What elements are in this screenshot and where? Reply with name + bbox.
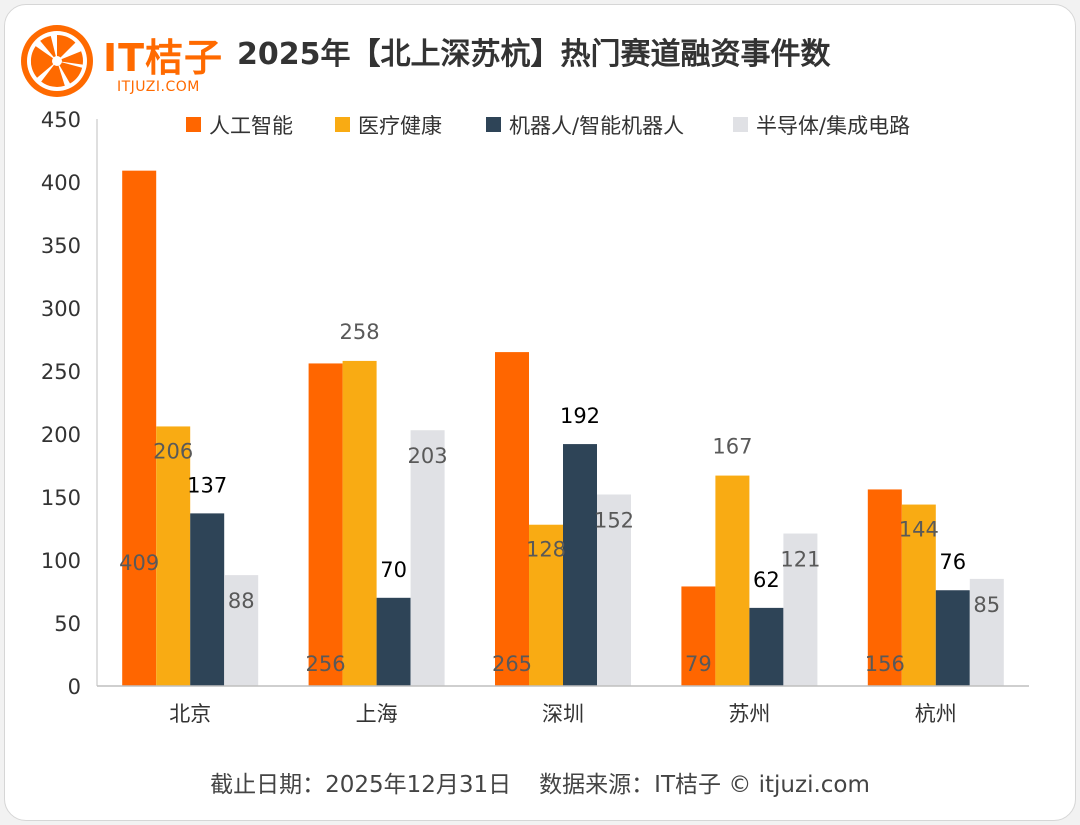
- bar: [935, 590, 970, 686]
- data-label: 167: [712, 435, 752, 459]
- y-axis: 0 50 100 150 200 250 300 350 400 450: [41, 108, 98, 699]
- bar: [529, 524, 563, 686]
- x-tick-label: 深圳: [542, 702, 584, 726]
- logo-name: IT桔子: [103, 36, 224, 80]
- itjuzi-logo: IT桔子 ITJUZI.COM: [19, 21, 249, 103]
- bar: [597, 494, 631, 686]
- bar: [715, 475, 750, 686]
- bar: [563, 444, 597, 686]
- bar: [410, 430, 445, 686]
- bar: [867, 489, 902, 686]
- data-label: 206: [153, 439, 193, 463]
- logo-url: ITJUZI.COM: [117, 79, 200, 95]
- bar: [122, 170, 157, 686]
- bars: 409 206 137 88 256 258 70 203 265 128 192 152 79 167 6…: [119, 170, 1004, 686]
- bar: [783, 533, 818, 686]
- bar: [749, 607, 784, 686]
- data-label: 137: [187, 473, 227, 497]
- x-tick-label: 北京: [169, 702, 211, 726]
- data-label: 192: [560, 404, 600, 428]
- data-label: 88: [228, 589, 255, 613]
- legend-label: 人工智能: [209, 114, 293, 138]
- legend: 人工智能 医疗健康 机器人/智能机器人 半导体/集成电路: [186, 114, 910, 138]
- bar: [342, 360, 377, 686]
- bar: [495, 352, 529, 686]
- x-tick-label: 上海: [356, 702, 398, 726]
- bar: [156, 426, 191, 686]
- y-tick-label: 100: [41, 549, 81, 573]
- bar: [224, 575, 259, 686]
- data-label: 152: [594, 508, 634, 532]
- x-axis: 北京 上海 深圳 苏州 杭州: [97, 685, 1029, 726]
- chart-title: 2025年【北上深苏杭】热门赛道融资事件数: [237, 37, 831, 72]
- y-tick-label: 150: [41, 486, 81, 510]
- orange-slice-icon: [21, 25, 93, 97]
- bar: [969, 578, 1004, 686]
- legend-label: 半导体/集成电路: [756, 114, 910, 138]
- legend-label: 医疗健康: [358, 114, 442, 138]
- data-label: 85: [973, 593, 1000, 617]
- data-label: 144: [899, 518, 939, 542]
- y-tick-label: 50: [54, 612, 81, 636]
- legend-swatch: [335, 117, 350, 132]
- data-label: 76: [939, 550, 966, 574]
- bar: [901, 504, 936, 686]
- data-label: 203: [408, 444, 448, 468]
- y-tick-label: 450: [41, 108, 81, 132]
- bar-chart: 人工智能 医疗健康 机器人/智能机器人 半导体/集成电路 0 50 100 150 200 25…: [41, 108, 1029, 726]
- legend-swatch: [486, 117, 501, 132]
- bar: [376, 597, 411, 686]
- data-label: 258: [340, 320, 380, 344]
- data-label: 265: [492, 652, 532, 676]
- y-tick-label: 200: [41, 423, 81, 447]
- data-label: 156: [865, 652, 905, 676]
- data-label: 256: [306, 652, 346, 676]
- y-tick-label: 350: [41, 234, 81, 258]
- bar: [190, 513, 225, 686]
- legend-label: 机器人/智能机器人: [509, 114, 684, 138]
- footer: 截止日期：2025年12月31日 数据来源：IT桔子 © itjuzi.com: [5, 765, 1075, 799]
- footer-date: 截止日期：2025年12月31日: [210, 772, 512, 798]
- data-label: 62: [753, 568, 780, 592]
- data-label: 128: [526, 538, 566, 562]
- data-label: 79: [685, 652, 712, 676]
- y-tick-label: 400: [41, 171, 81, 195]
- chart-card: IT桔子 ITJUZI.COM 2025年【北上深苏杭】热门赛道融资事件数 人工…: [4, 4, 1076, 821]
- y-tick-label: 300: [41, 297, 81, 321]
- y-tick-label: 0: [68, 675, 81, 699]
- data-label: 409: [119, 551, 159, 575]
- legend-swatch: [186, 117, 201, 132]
- data-label: 121: [780, 548, 820, 572]
- bar: [681, 586, 716, 686]
- y-tick-label: 250: [41, 360, 81, 384]
- footer-source: 数据来源：IT桔子 © itjuzi.com: [539, 772, 870, 798]
- x-tick-label: 杭州: [915, 702, 957, 726]
- legend-swatch: [733, 117, 748, 132]
- x-tick-label: 苏州: [728, 702, 770, 726]
- data-label: 70: [380, 558, 407, 582]
- bar: [308, 363, 343, 686]
